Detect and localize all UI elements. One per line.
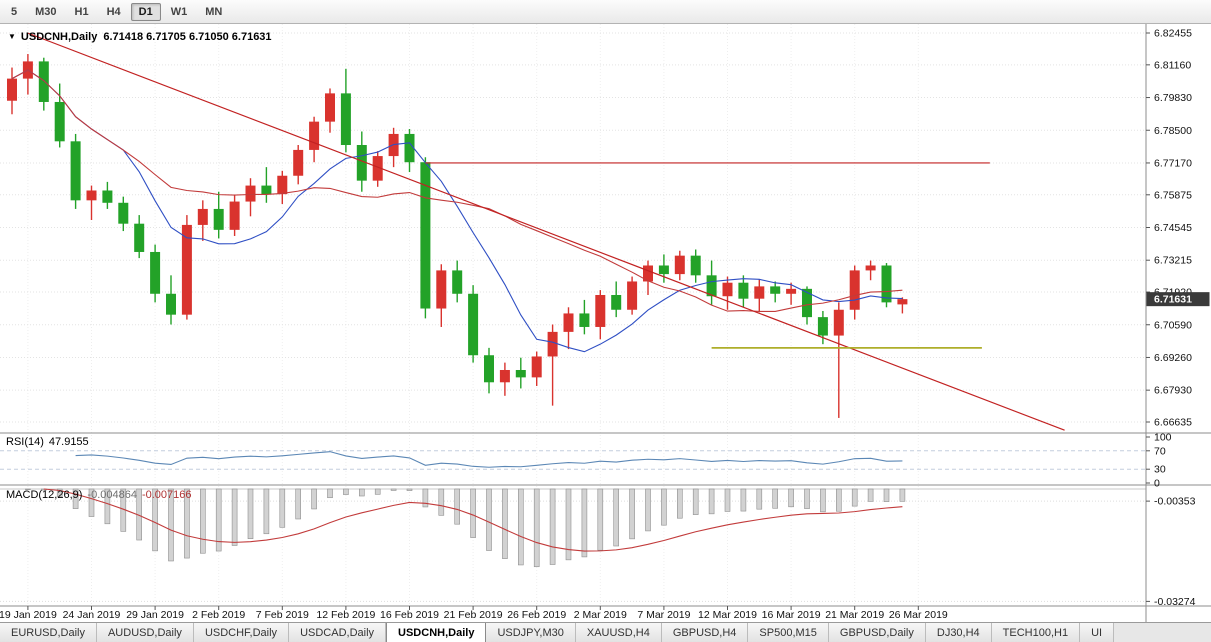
svg-text:0: 0 [1154, 478, 1160, 490]
svg-text:-0.00353: -0.00353 [1154, 496, 1196, 508]
timeframe-button-d1[interactable]: D1 [130, 2, 161, 21]
chart-canvas[interactable]: 6.82455 6.81160 6.79830 6.78500 6.77170 6.758… [0, 24, 1211, 622]
macd-panel [0, 488, 1146, 602]
svg-text:6.73215: 6.73215 [1154, 255, 1192, 267]
tab-gbpusd-daily[interactable]: GBPUSD,Daily [828, 623, 926, 642]
svg-text:6.79830: 6.79830 [1154, 92, 1192, 104]
rsi-panel [0, 450, 1146, 470]
svg-text:16 Feb 2019: 16 Feb 2019 [380, 609, 439, 621]
tab-usdcnh-daily[interactable]: USDCNH,Daily [386, 623, 487, 642]
tab-gbpusd-h4[interactable]: GBPUSD,H4 [661, 623, 749, 642]
chart-tab-bar: EURUSD,Daily AUDUSD,Daily USDCHF,Daily USDC… [0, 622, 1211, 642]
descending-trendline [27, 32, 1065, 431]
moving-averages-layer [11, 69, 903, 353]
rsi-line [75, 451, 903, 468]
timeframe-button-w1[interactable]: W1 [170, 5, 188, 18]
tab-xauusd-h4[interactable]: XAUUSD,H4 [575, 623, 662, 642]
svg-text:6.75875: 6.75875 [1154, 189, 1192, 201]
svg-text:6.71631: 6.71631 [1154, 294, 1192, 306]
chart-window: 6.82455 6.81160 6.79830 6.78500 6.77170 6.758… [0, 24, 1211, 622]
svg-text:6.66635: 6.66635 [1154, 417, 1192, 429]
svg-text:6.77170: 6.77170 [1154, 157, 1192, 169]
svg-text:6.81160: 6.81160 [1154, 59, 1191, 71]
timeframe-button-h1[interactable]: H1 [74, 5, 89, 18]
svg-text:70: 70 [1154, 445, 1166, 457]
svg-text:16 Mar 2019: 16 Mar 2019 [762, 609, 821, 621]
svg-text:29 Jan 2019: 29 Jan 2019 [126, 609, 184, 621]
tab-ui[interactable]: UI [1080, 623, 1115, 642]
svg-text:12 Mar 2019: 12 Mar 2019 [698, 609, 757, 621]
svg-text:-0.03274: -0.03274 [1154, 596, 1196, 608]
svg-text:6.78500: 6.78500 [1154, 125, 1192, 137]
timeframe-button-mn[interactable]: MN [205, 5, 223, 18]
svg-text:21 Feb 2019: 21 Feb 2019 [444, 609, 503, 621]
svg-text:26 Feb 2019: 26 Feb 2019 [507, 609, 566, 621]
tab-dj30-h4[interactable]: DJ30,H4 [925, 623, 992, 642]
tab-audusd-daily[interactable]: AUDUSD,Daily [96, 623, 194, 642]
svg-text:6.70590: 6.70590 [1154, 319, 1192, 331]
svg-text:2 Mar 2019: 2 Mar 2019 [574, 609, 627, 621]
svg-text:2 Feb 2019: 2 Feb 2019 [192, 609, 245, 621]
tab-eurusd-daily[interactable]: EURUSD,Daily [0, 623, 97, 642]
candles-layer [7, 54, 908, 418]
svg-text:12 Feb 2019: 12 Feb 2019 [316, 609, 375, 621]
svg-text:6.82455: 6.82455 [1154, 28, 1192, 40]
svg-text:26 Mar 2019: 26 Mar 2019 [889, 609, 948, 621]
drawing-objects-layer[interactable] [27, 32, 1065, 431]
tab-usdchf-daily[interactable]: USDCHF,Daily [193, 623, 290, 642]
panel-separators [0, 24, 1211, 622]
tab-sp500-m15[interactable]: SP500,M15 [748, 623, 829, 642]
svg-text:6.74545: 6.74545 [1154, 222, 1192, 234]
svg-text:7 Mar 2019: 7 Mar 2019 [637, 609, 690, 621]
timeframe-button-m30[interactable]: M30 [35, 5, 57, 18]
current-price-badge [1146, 292, 1210, 307]
macd-signal-line [43, 488, 903, 552]
price-scale[interactable]: 6.82455 6.81160 6.79830 6.78500 6.77170 6.758… [1146, 28, 1210, 608]
svg-text:24 Jan 2019: 24 Jan 2019 [63, 609, 121, 621]
tab-usdcad-daily[interactable]: USDCAD,Daily [289, 623, 387, 642]
svg-text:21 Mar 2019: 21 Mar 2019 [825, 609, 884, 621]
time-axis[interactable]: 19 Jan 2019 24 Jan 2019 29 Jan 2019 2 Feb 2… [0, 606, 948, 621]
tab-usdjpy-m30[interactable]: USDJPY,M30 [486, 623, 576, 642]
tab-tech100-h1[interactable]: TECH100,H1 [991, 623, 1081, 642]
timeframe-button-5[interactable]: 5 [11, 5, 18, 18]
svg-text:19 Jan 2019: 19 Jan 2019 [0, 609, 57, 621]
svg-text:7 Feb 2019: 7 Feb 2019 [256, 609, 309, 621]
timeframe-button-h4[interactable]: H4 [106, 5, 121, 18]
timeframe-toolbar: 5 M30 H1 H4 D1 W1 MN [0, 0, 1211, 24]
svg-text:30: 30 [1154, 464, 1166, 476]
svg-text:100: 100 [1154, 432, 1172, 444]
svg-text:6.69260: 6.69260 [1154, 352, 1192, 364]
svg-text:6.67930: 6.67930 [1154, 385, 1192, 397]
